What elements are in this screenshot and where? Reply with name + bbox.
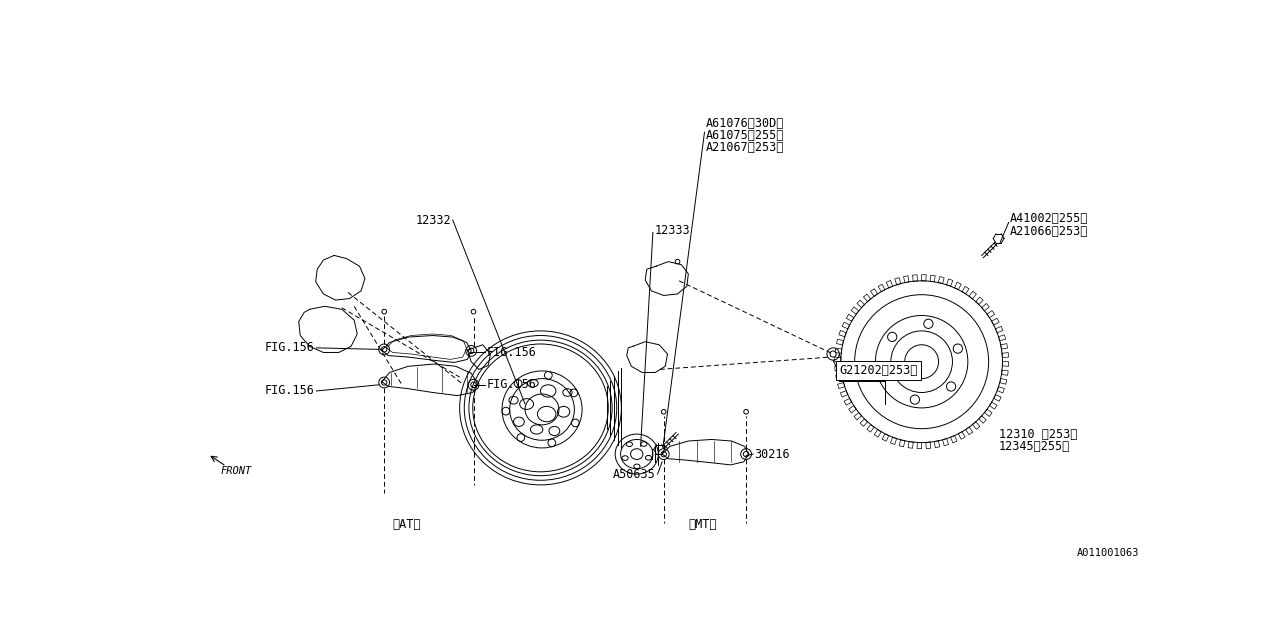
Text: 12332: 12332 [416,214,451,227]
Text: 30216: 30216 [755,447,790,461]
Text: 12310 〈253〉: 12310 〈253〉 [998,428,1076,441]
Text: 〈AT〉: 〈AT〉 [392,518,421,531]
Text: 〈MT〉: 〈MT〉 [687,518,717,531]
Text: A61076　30D、: A61076 30D、 [707,117,785,130]
Text: A011001063: A011001063 [1076,548,1139,558]
Text: A61075〈255〉: A61075〈255〉 [707,129,785,142]
Text: FRONT: FRONT [220,466,252,476]
Text: A21067〈253〉: A21067〈253〉 [707,141,785,154]
Text: 12345〈255〉: 12345〈255〉 [998,440,1070,453]
Text: FIG.156: FIG.156 [486,378,536,391]
Text: FIG.156: FIG.156 [265,341,315,355]
Text: A50635: A50635 [613,468,657,481]
Text: A41002〈255〉: A41002〈255〉 [1010,212,1088,225]
Text: 12333: 12333 [654,224,690,237]
Text: A21066〈253〉: A21066〈253〉 [1010,225,1088,237]
Text: FIG.156: FIG.156 [486,346,536,359]
Text: G21202〈253〉: G21202〈253〉 [840,364,918,377]
Text: FIG.156: FIG.156 [265,385,315,397]
